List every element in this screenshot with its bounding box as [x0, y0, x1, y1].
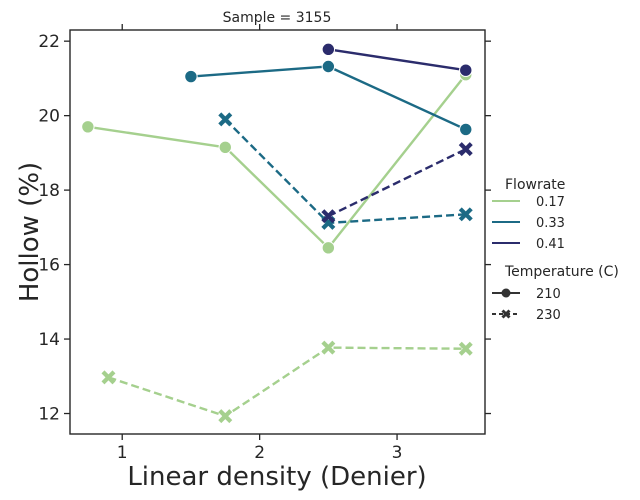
y-tick-label: 18	[38, 181, 60, 201]
series-line-flow-041-temp-210	[328, 48, 466, 72]
data-point-flow-017-temp-230	[101, 370, 116, 385]
data-point-flow-033-temp-230	[218, 112, 233, 127]
chart-title: Sample = 3155	[223, 10, 332, 26]
x-tick-label: 1	[117, 443, 128, 463]
y-tick-label: 12	[38, 405, 60, 425]
data-point-flow-017-temp-230	[321, 340, 336, 355]
legend-title-flowrate: Flowrate	[505, 177, 565, 193]
data-point-flow-041-temp-230	[458, 142, 473, 157]
data-point-flow-041-temp-210	[459, 63, 473, 77]
data-point-flow-033-temp-210	[184, 69, 198, 84]
legend-label-temperature: 230	[536, 308, 561, 323]
y-tick-label: 16	[38, 256, 60, 276]
data-point-flow-017-temp-230	[458, 341, 473, 356]
plot-frame	[69, 29, 486, 435]
series-line-flow-041-temp-230	[327, 148, 467, 218]
legend-title-temperature: Temperature (C)	[504, 264, 619, 280]
y-tick-label: 14	[38, 330, 60, 350]
series-line-flow-033-temp-210	[190, 65, 467, 131]
x-tick-label: 2	[254, 443, 265, 463]
data-point-flow-033-temp-230	[458, 207, 473, 222]
data-point-flow-033-temp-210	[459, 122, 473, 137]
y-tick-label: 20	[38, 107, 60, 127]
data-point-flow-017-temp-230	[218, 409, 233, 424]
legend-label-temperature: 210	[536, 287, 561, 302]
data-point-flow-041-temp-230	[321, 209, 336, 224]
series-line-flow-017-temp-230	[108, 346, 466, 418]
x-axis-label: Linear density (Denier)	[127, 462, 426, 492]
y-tick-label: 22	[38, 32, 60, 52]
data-point-flow-017-temp-210	[321, 241, 336, 255]
legend-label-flowrate: 0.17	[536, 195, 565, 210]
legend-marker-temperature	[501, 288, 511, 298]
data-point-flow-017-temp-210	[81, 120, 95, 134]
series-layer	[81, 42, 473, 424]
legend: Flowrate 0.17 0.33 0.41 Temperature (C) 210 23…	[492, 177, 619, 323]
legend-marker-temperature	[501, 309, 511, 319]
legend-label-flowrate: 0.41	[536, 237, 565, 252]
y-axis-label: Hollow (%)	[15, 162, 45, 302]
data-point-flow-041-temp-210	[321, 42, 336, 57]
series-line-flow-017-temp-210	[87, 73, 467, 250]
data-point-flow-033-temp-210	[321, 59, 336, 74]
x-tick-label: 3	[392, 443, 403, 463]
data-point-flow-017-temp-210	[218, 140, 232, 154]
legend-label-flowrate: 0.33	[536, 216, 565, 231]
